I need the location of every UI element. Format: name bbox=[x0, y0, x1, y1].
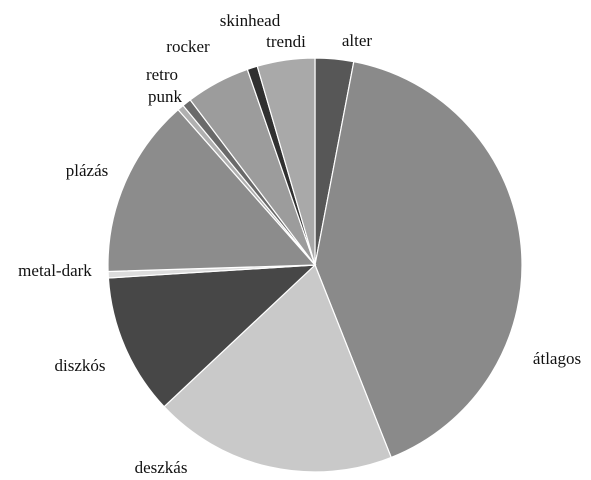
slice-label: deszkás bbox=[135, 458, 188, 477]
slice-label: trendi bbox=[266, 32, 306, 51]
slice-label: rocker bbox=[166, 37, 210, 56]
pie-slice bbox=[107, 108, 317, 273]
slice-label: átlagos bbox=[533, 349, 581, 368]
slice-label: alter bbox=[342, 31, 373, 50]
slice-label: diszkós bbox=[55, 356, 106, 375]
slice-label: metal-dark bbox=[18, 261, 92, 280]
pie-slice bbox=[256, 57, 316, 266]
pie-slice bbox=[163, 263, 392, 473]
slice-label: punk bbox=[148, 87, 183, 106]
pie-slice bbox=[314, 60, 523, 459]
slice-label: retro bbox=[146, 65, 178, 84]
pie-slice bbox=[107, 264, 317, 408]
slice-label: plázás bbox=[66, 161, 108, 180]
slice-label: skinhead bbox=[220, 11, 281, 30]
